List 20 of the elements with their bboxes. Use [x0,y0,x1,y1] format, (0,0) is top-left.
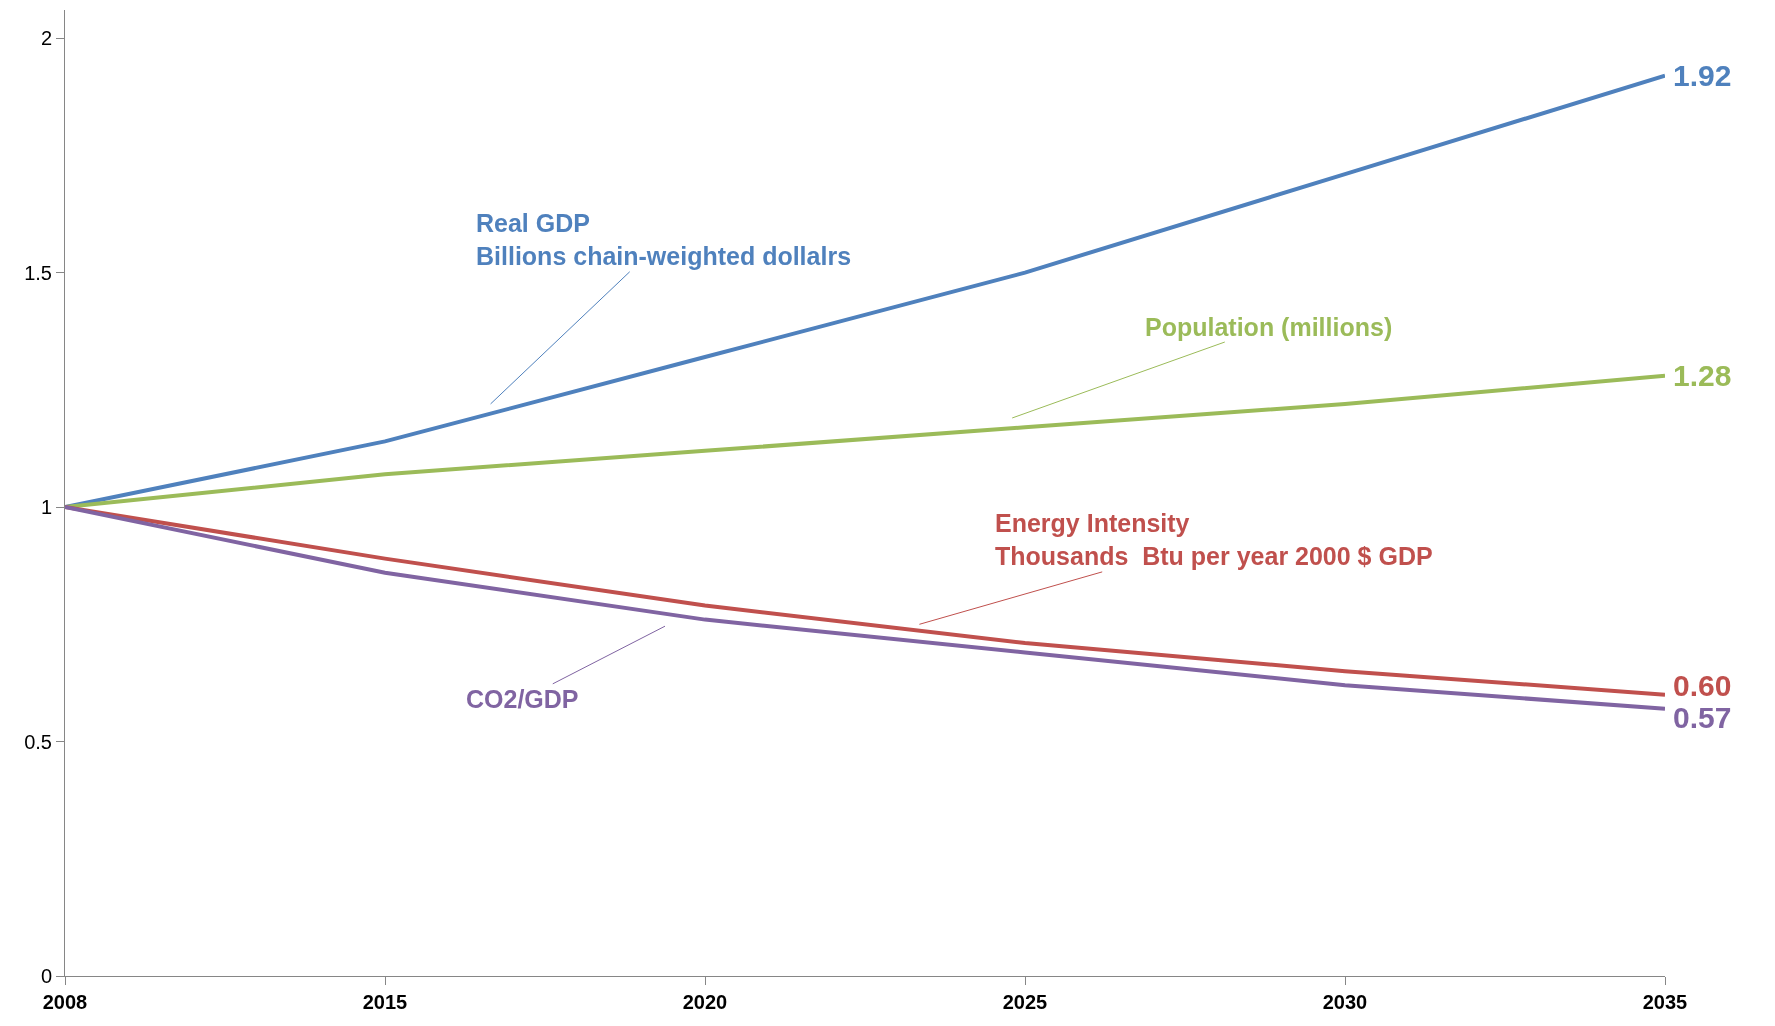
y-tick-label: 0.5 [24,730,52,753]
y-tick-label: 1.5 [24,261,52,284]
text: Energy Intensity Thousands Btu per year 2000 $ GDP [995,509,1433,570]
x-tick-label: 2015 [362,991,408,1013]
x-tick-label: 2008 [42,991,88,1013]
text: CO2/GDP [466,685,579,713]
y-tick-label: 1 [40,496,52,519]
data-label: 1.28 [1673,359,1732,392]
y-tick-label: 0 [40,965,52,987]
line-series [65,373,1665,510]
x-tick-label: 2020 [682,991,728,1013]
data-label: 0.60 [1673,669,1732,702]
x-tick-label: 2025 [1002,991,1048,1013]
data-label: 1.92 [1673,59,1732,92]
x-tick-label: 2030 [1322,991,1368,1013]
x-tick-label: 2035 [1642,991,1688,1013]
text: Population (millions) [1145,313,1393,341]
y-tick-label: 2 [40,27,52,50]
data-label: 0.57 [1673,701,1732,734]
series-label: Real GDP Billions chain-weighted dollalrs [476,209,852,270]
